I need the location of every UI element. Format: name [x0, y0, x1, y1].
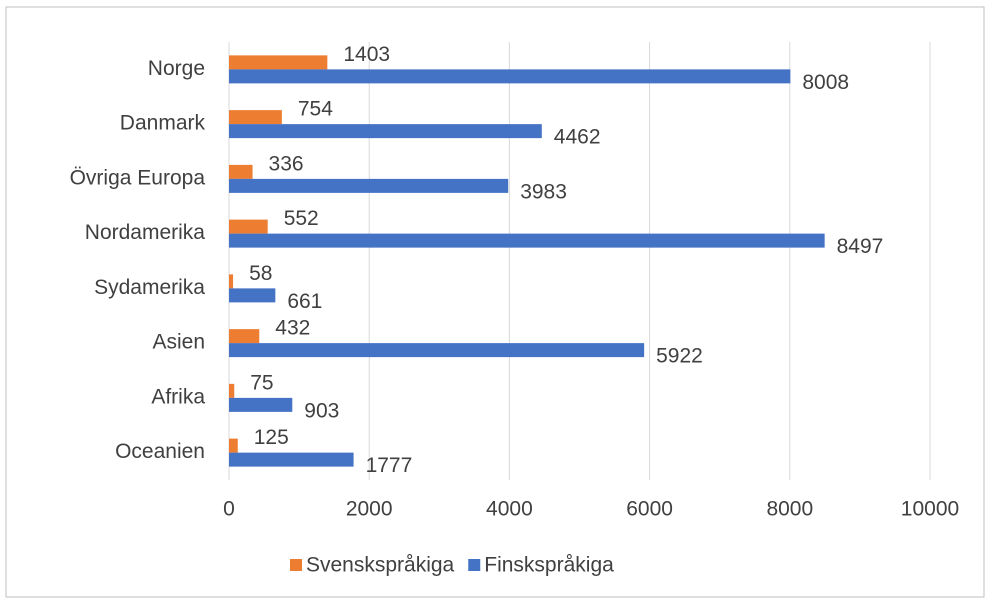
data-label: 552	[284, 207, 319, 230]
x-tick-label: 0	[223, 498, 235, 521]
y-tick-label: Danmark	[120, 112, 206, 135]
data-label: 661	[287, 290, 322, 313]
data-label: 1777	[366, 454, 413, 477]
bar	[229, 233, 825, 248]
data-label: 1403	[343, 43, 390, 66]
legend-swatch	[468, 559, 481, 571]
bar	[229, 178, 509, 193]
y-tick-label: Asien	[152, 331, 205, 354]
y-tick-label: Övriga Europa	[70, 166, 206, 189]
bar	[229, 383, 235, 398]
bar	[229, 329, 260, 344]
bar	[229, 55, 328, 70]
x-tick-label: 8000	[766, 498, 813, 521]
legend-label: Svenskspråkiga	[306, 554, 455, 577]
data-label: 125	[254, 426, 289, 449]
y-tick-label: Oceanien	[115, 440, 205, 463]
data-label: 3983	[520, 180, 567, 203]
data-label: 75	[250, 371, 273, 394]
bar	[229, 397, 293, 412]
bar	[229, 452, 354, 467]
data-label: 754	[298, 98, 333, 121]
y-tick-label: Sydamerika	[94, 276, 205, 299]
y-tick-label: Nordamerika	[85, 221, 206, 244]
data-label: 8497	[837, 235, 884, 258]
legend-swatch	[290, 559, 302, 571]
x-tick-label: 6000	[626, 498, 673, 521]
x-tick-label: 10000	[901, 498, 959, 521]
chart-frame	[5, 6, 985, 598]
bar	[229, 438, 238, 453]
data-label: 5922	[656, 345, 703, 368]
data-label: 336	[269, 152, 304, 175]
x-tick-label: 2000	[346, 498, 393, 521]
legend-label: Finskspråkiga	[484, 554, 614, 577]
bar	[229, 219, 268, 234]
y-tick-label: Norge	[148, 57, 205, 80]
bar	[229, 343, 645, 358]
bar	[229, 110, 282, 125]
bar	[229, 274, 234, 289]
bar	[229, 69, 791, 84]
data-label: 432	[275, 317, 310, 340]
bar	[229, 124, 542, 139]
x-tick-label: 4000	[486, 498, 533, 521]
data-label: 8008	[802, 71, 849, 94]
bar	[229, 288, 276, 303]
bar	[229, 164, 253, 179]
data-label: 903	[304, 399, 339, 422]
data-label: 4462	[554, 126, 601, 149]
y-tick-label: Afrika	[151, 385, 205, 408]
data-label: 58	[249, 262, 272, 285]
